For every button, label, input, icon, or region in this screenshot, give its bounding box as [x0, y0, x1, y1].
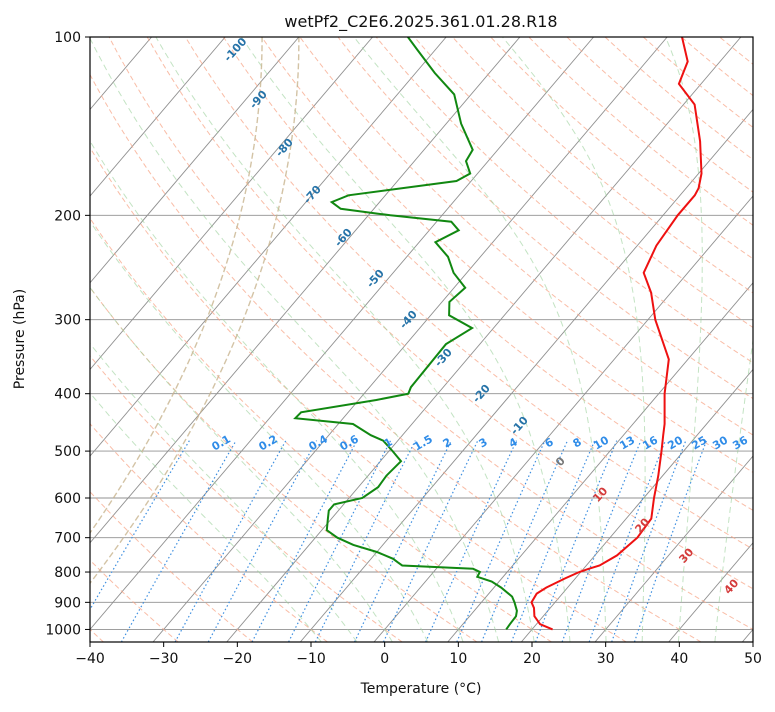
isotherm-line: [0, 37, 4, 642]
x-axis-label: Temperature (°C): [360, 681, 482, 697]
x-tick-label: 30: [597, 651, 615, 667]
y-tick-label: 900: [54, 595, 81, 611]
y-tick-label: 800: [54, 565, 81, 581]
y-tick-label: 1000: [45, 622, 81, 638]
dry-adiabat-line: [758, 37, 775, 642]
y-tick-label: 500: [54, 444, 81, 460]
y-tick-label: 600: [54, 491, 81, 507]
x-tick-label: 40: [670, 651, 688, 667]
y-tick-label: 300: [54, 313, 81, 329]
y-tick-label: 100: [54, 30, 81, 46]
x-tick-label: 20: [523, 651, 541, 667]
x-tick-label: 0: [380, 651, 389, 667]
y-axis-label: Pressure (hPa): [12, 289, 28, 389]
y-tick-label: 400: [54, 387, 81, 403]
x-tick-label: −40: [75, 651, 105, 667]
x-tick-label: 50: [744, 651, 762, 667]
x-tick-label: −10: [296, 651, 326, 667]
x-tick-label: −20: [223, 651, 253, 667]
x-tick-label: 10: [449, 651, 467, 667]
x-tick-label: −30: [149, 651, 179, 667]
chart-title: wetPf2_C2E6.2025.361.01.28.R18: [284, 12, 557, 32]
y-tick-label: 200: [54, 208, 81, 224]
y-tick-label: 700: [54, 531, 81, 547]
